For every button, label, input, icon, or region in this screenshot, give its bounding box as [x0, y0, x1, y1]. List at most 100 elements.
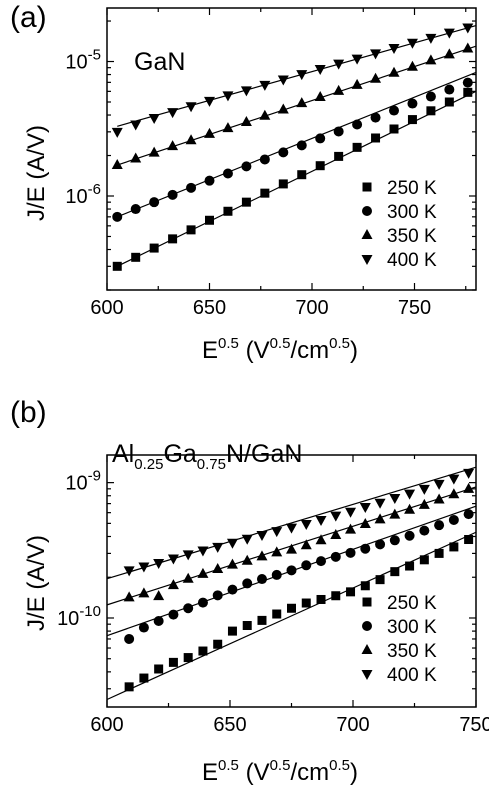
panel-b-x-axis-label: E0.5 (V0.5/cm0.5) — [202, 757, 358, 786]
data-point-350-k — [425, 54, 437, 65]
data-point-400-k — [138, 562, 150, 573]
data-point-300-k — [168, 609, 179, 620]
data-point-400-k — [111, 127, 123, 138]
data-point-400-k — [418, 484, 430, 495]
data-point-250-k — [186, 225, 196, 235]
legend-label: 400 K — [387, 250, 437, 271]
data-point-300-k — [301, 560, 312, 571]
data-point-300-k — [330, 551, 341, 562]
data-point-250-k — [405, 561, 415, 571]
data-point-350-k — [406, 60, 418, 71]
data-point-400-k — [443, 28, 455, 39]
data-point-350-k — [300, 539, 312, 550]
data-point-400-k — [389, 493, 401, 504]
data-point-350-k — [182, 572, 194, 583]
data-point-350-k — [374, 513, 386, 524]
panel-a-x-axis-label: E0.5 (V0.5/cm0.5) — [202, 335, 358, 364]
data-point-400-k — [315, 515, 327, 526]
data-point-250-k — [154, 664, 164, 674]
x-tick-label: 650 — [213, 714, 246, 736]
data-point-300-k — [130, 204, 141, 215]
panel-a-legend: 250 K 300 K 350 K 400 K — [361, 178, 437, 271]
data-point-250-k — [278, 179, 288, 189]
panel-a-label: (a) — [10, 1, 47, 34]
data-point-250-k — [352, 142, 362, 152]
data-point-350-k — [123, 591, 135, 602]
data-point-300-k — [197, 597, 208, 608]
data-point-400-k — [167, 554, 179, 565]
data-point-400-k — [433, 479, 445, 490]
data-point-350-k — [448, 488, 460, 499]
data-point-250-k — [183, 653, 193, 663]
data-point-250-k — [223, 206, 233, 216]
data-point-300-k — [296, 140, 307, 151]
data-point-350-k — [111, 159, 123, 170]
data-point-350-k — [226, 558, 238, 569]
data-point-250-k — [139, 673, 149, 683]
data-point-250-k — [331, 591, 341, 601]
fit-line-400-k — [106, 466, 477, 580]
data-point-250-k — [149, 243, 159, 253]
data-point-300-k — [345, 547, 356, 558]
data-point-350-k — [433, 493, 445, 504]
data-point-350-k — [463, 482, 475, 493]
data-point-400-k — [167, 108, 179, 119]
data-point-250-k — [112, 261, 122, 271]
data-point-400-k — [212, 542, 224, 553]
panel-b-axes: 600 650 700 750 10-10 10-9 — [57, 454, 489, 736]
data-point-350-k — [296, 97, 308, 108]
data-point-250-k — [297, 170, 307, 180]
data-point-350-k — [259, 109, 271, 120]
data-point-250-k — [360, 581, 370, 591]
y-tick-label: 10-5 — [65, 47, 101, 74]
data-point-400-k — [204, 96, 215, 107]
data-point-400-k — [256, 531, 268, 542]
data-point-400-k — [130, 120, 142, 131]
data-point-350-k — [370, 72, 382, 83]
data-point-300-k — [370, 112, 381, 123]
data-point-300-k — [463, 509, 474, 520]
data-point-350-k — [148, 146, 160, 157]
panel-a-marks — [111, 23, 477, 271]
data-point-250-k — [213, 639, 223, 649]
data-point-250-k — [389, 124, 399, 134]
data-point-350-k — [418, 498, 430, 509]
data-point-300-k — [112, 211, 123, 222]
x-tick-label: 700 — [336, 714, 369, 736]
data-point-400-k — [182, 550, 194, 561]
data-point-300-k — [448, 514, 459, 525]
data-point-300-k — [389, 105, 399, 116]
data-point-400-k — [359, 503, 371, 514]
x-tick-label: 600 — [90, 297, 123, 319]
data-point-350-k — [330, 529, 342, 540]
panel-a: (a) GaN 600 650 700 750 10-6 10-5 250 K 300 K 3… — [10, 1, 477, 364]
data-point-400-k — [222, 91, 234, 102]
data-point-400-k — [123, 566, 135, 577]
data-point-300-k — [124, 633, 135, 644]
data-point-400-k — [286, 523, 297, 534]
data-point-250-k — [301, 598, 311, 608]
data-point-400-k — [345, 507, 357, 518]
data-point-400-k — [374, 498, 386, 509]
data-point-400-k — [314, 64, 326, 75]
data-point-350-k — [315, 534, 327, 545]
panel-b-label: (b) — [10, 396, 47, 429]
x-tick-label: 700 — [295, 297, 328, 319]
data-point-400-k — [259, 80, 271, 91]
data-point-250-k — [346, 587, 356, 597]
legend-label: 350 K — [387, 226, 437, 247]
legend-label: 300 K — [387, 617, 437, 638]
data-point-250-k — [444, 97, 454, 107]
data-point-350-k — [167, 579, 179, 590]
data-point-400-k — [277, 75, 289, 86]
data-point-250-k — [449, 542, 459, 552]
data-point-250-k — [257, 615, 267, 625]
data-point-350-k — [241, 554, 253, 565]
panel-a-material-label: GaN — [134, 48, 185, 76]
data-point-250-k — [390, 567, 400, 577]
data-point-300-k — [278, 147, 289, 158]
y-tick-label: 10-6 — [65, 181, 101, 208]
panel-b-marks — [106, 466, 477, 701]
data-point-400-k — [425, 33, 437, 44]
